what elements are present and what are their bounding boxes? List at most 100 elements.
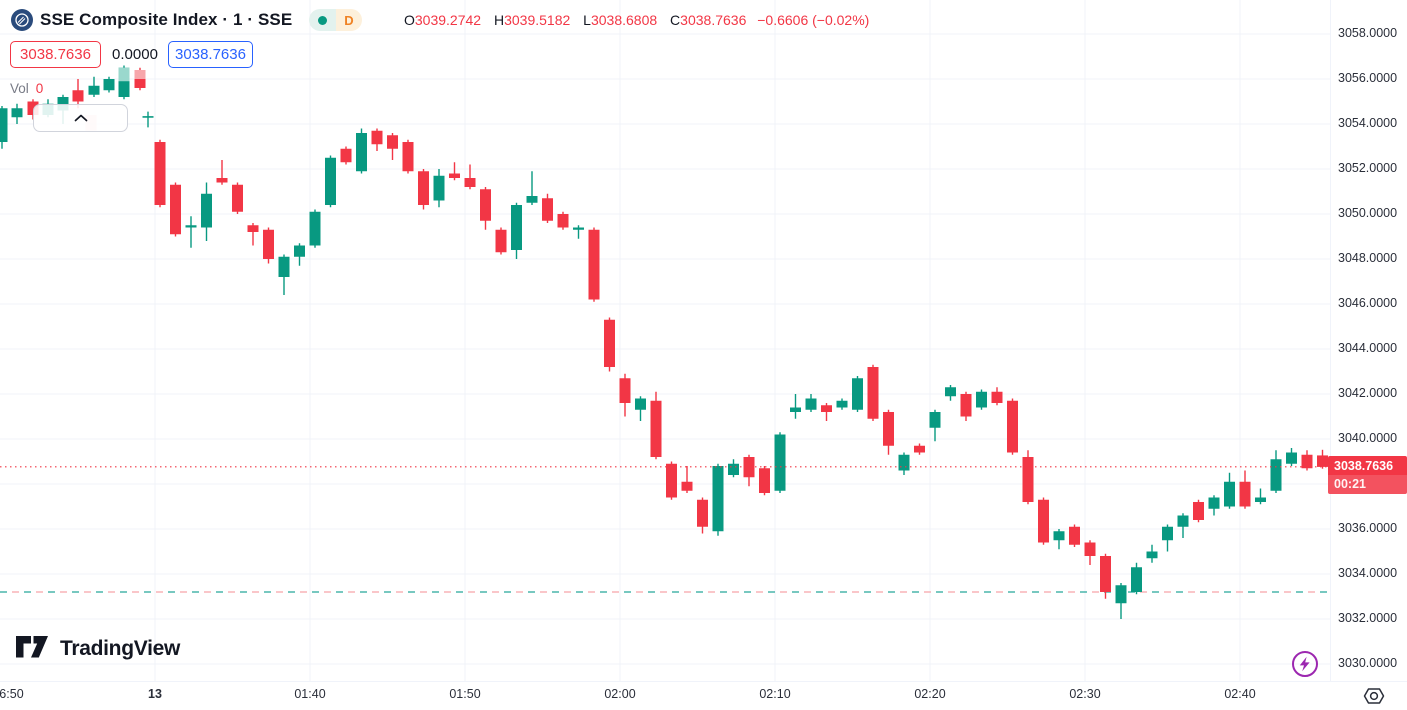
candles-layer	[0, 65, 1328, 619]
candle	[743, 454, 755, 487]
time-tick-label: 01:50	[449, 687, 481, 701]
candle-body	[1131, 567, 1142, 592]
candle-body	[325, 157, 336, 205]
candle	[1131, 562, 1142, 595]
candle	[464, 164, 476, 190]
candle	[1208, 495, 1220, 516]
candle-body	[898, 454, 910, 471]
candle	[480, 187, 491, 230]
price-tick-label: 3046.0000	[1338, 296, 1398, 310]
candle	[356, 128, 367, 174]
candle	[232, 182, 243, 214]
price-tick-label: 3052.0000	[1338, 161, 1398, 175]
candle-body	[960, 394, 972, 417]
candle-body	[1224, 481, 1235, 507]
candle-body	[557, 214, 569, 228]
candle	[588, 227, 600, 302]
price-tick-label: 3030.0000	[1338, 656, 1398, 670]
ohlc-readout: O3039.2742 H3039.5182 L3038.6808 C3038.7…	[404, 12, 869, 28]
candle	[449, 162, 460, 181]
candle-body	[185, 225, 197, 228]
ask-price-button[interactable]: 3038.7636	[168, 41, 253, 68]
candle	[495, 227, 507, 255]
candle	[666, 461, 677, 500]
candle	[1084, 540, 1096, 565]
candle	[1162, 524, 1173, 552]
candle-body	[1115, 585, 1127, 604]
candle	[278, 254, 290, 295]
candle	[1146, 544, 1158, 563]
candle	[1193, 499, 1204, 523]
market-status-segment[interactable]	[309, 9, 336, 31]
candle	[712, 463, 724, 536]
price-axis-separator	[1330, 0, 1331, 682]
price-tick-label: 3032.0000	[1338, 611, 1398, 625]
candle	[1317, 449, 1328, 469]
symbol-title[interactable]: SSE Composite Index · 1 · SSE	[40, 10, 293, 29]
candle-body	[118, 67, 130, 97]
candle	[681, 466, 693, 493]
candle	[216, 160, 228, 185]
interval-badge[interactable]: D	[336, 9, 362, 31]
candle-body	[805, 398, 817, 410]
price-scale-settings-button[interactable]	[1361, 685, 1387, 707]
candle-body	[371, 130, 383, 145]
candle-body	[216, 178, 228, 183]
time-tick-label: 02:40	[1224, 687, 1256, 701]
candle-body	[1317, 455, 1328, 467]
candle-body	[1038, 499, 1049, 543]
candle	[371, 128, 383, 151]
candle	[914, 443, 925, 455]
volume-value: 0	[35, 81, 44, 96]
candle-body	[1239, 481, 1251, 507]
candle	[185, 216, 197, 248]
candle-body	[852, 378, 863, 410]
price-tick-label: 3042.0000	[1338, 386, 1398, 400]
candle	[790, 394, 801, 419]
market-status-interval-pill[interactable]: D	[309, 9, 362, 31]
lightning-circle	[1292, 651, 1318, 677]
candle-body	[836, 400, 848, 408]
candle	[1022, 450, 1034, 505]
candle	[929, 409, 941, 442]
candle-body	[495, 229, 507, 253]
change-value: −0.6606 (−0.02%)	[757, 12, 870, 28]
candle	[759, 466, 770, 496]
candle	[604, 317, 615, 372]
candle-body	[1146, 551, 1158, 559]
candle-body	[945, 387, 956, 397]
candle-body	[464, 178, 476, 187]
tradingview-logo[interactable]: TradingView	[16, 636, 180, 661]
collapse-pane-button[interactable]	[33, 104, 128, 132]
candle	[650, 391, 662, 460]
candle	[1301, 450, 1313, 471]
hexagon-gear-icon	[1363, 688, 1385, 704]
time-axis[interactable]: 06:50 13 01:40 01:50 02:00 02:10 02:20 02:30 02:…	[0, 682, 1407, 710]
instant-order-lightning-button[interactable]	[1291, 650, 1319, 678]
gear-center-icon	[1369, 691, 1379, 701]
candle	[309, 209, 321, 248]
candle-body	[0, 108, 8, 142]
candle-light-block	[118, 67, 130, 82]
candle	[542, 193, 553, 223]
candle-body	[914, 445, 925, 453]
candle	[340, 146, 352, 165]
price-axis[interactable]: 3058.0000 3056.0000 3054.0000 3052.0000 3050…	[1330, 0, 1407, 682]
candle-body	[309, 211, 321, 246]
current-price-value: 3038.7636	[1334, 459, 1394, 473]
candle-body	[759, 468, 770, 493]
bid-price-button[interactable]: 3038.7636	[10, 41, 101, 68]
candle-body	[666, 463, 677, 498]
candle	[697, 497, 708, 534]
candle-body	[1208, 497, 1220, 509]
candle-body	[57, 97, 69, 111]
candle-body	[526, 196, 538, 203]
candle-body	[604, 319, 615, 367]
candlestick-chart[interactable]	[0, 0, 1330, 710]
price-tick-label: 3048.0000	[1338, 251, 1398, 265]
price-tick-label: 3050.0000	[1338, 206, 1398, 220]
candle	[1100, 553, 1111, 599]
open-label: O	[404, 12, 415, 28]
time-tick-label: 02:10	[759, 687, 791, 701]
close-label: C	[670, 12, 681, 28]
